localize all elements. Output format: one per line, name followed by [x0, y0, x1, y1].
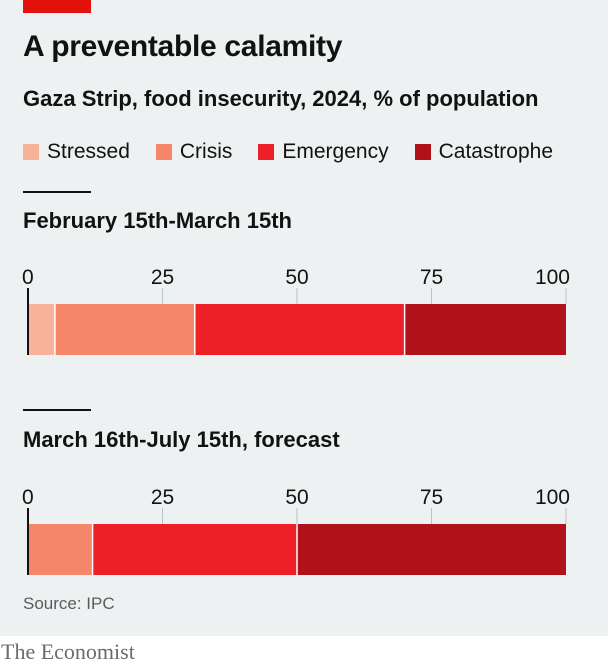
source-note: Source: IPC [23, 594, 115, 613]
legend-swatch-catastrophe [414, 144, 431, 160]
bar-segment-crisis [54, 304, 195, 355]
legend-label-emergency: Emergency [282, 140, 389, 163]
bar-segment-catastrophe [297, 524, 566, 575]
tick-label-50: 50 [285, 486, 308, 509]
legend-item-stressed: Stressed [23, 140, 130, 164]
section-rule-1 [23, 191, 91, 193]
bar-segment-catastrophe [404, 304, 566, 355]
tick-label-0: 0 [22, 266, 34, 289]
legend-swatch-emergency [258, 144, 275, 160]
section-title-2: March 16th-July 15th, forecast [23, 427, 340, 452]
tick-label-75: 75 [420, 266, 443, 289]
chart-title: A preventable calamity [23, 30, 343, 63]
legend-swatch-stressed [23, 144, 39, 160]
legend-item-catastrophe: Catastrophe [414, 140, 553, 164]
chart-panel: A preventable calamity Gaza Strip, food … [0, 0, 608, 636]
legend-label-catastrophe: Catastrophe [438, 140, 553, 163]
legend-item-emergency: Emergency [258, 140, 389, 164]
chart-subtitle: Gaza Strip, food insecurity, 2024, % of … [23, 86, 539, 111]
bar-segment-emergency [92, 524, 297, 575]
legend-item-crisis: Crisis [155, 140, 233, 164]
legend: Stressed Crisis Emergency Catastrophe [23, 138, 553, 166]
tick-label-0: 0 [22, 486, 34, 509]
stacked-bar-chart-1: 0 25 50 75 100 [22, 266, 570, 355]
tick-label-25: 25 [151, 486, 174, 509]
tick-label-50: 50 [285, 266, 308, 289]
bar-segment-emergency [194, 304, 405, 355]
red-tag [23, 0, 91, 13]
section-title-1: February 15th-March 15th [23, 208, 292, 233]
bar-segment-stressed [28, 304, 55, 355]
bar-segment-crisis [28, 524, 93, 575]
stacked-bar-chart-2: 0 25 50 75 100 [22, 486, 570, 575]
legend-label-crisis: Crisis [179, 140, 233, 163]
section-rule-2 [23, 409, 91, 411]
tick-label-100: 100 [535, 266, 570, 289]
tick-label-75: 75 [420, 486, 443, 509]
tick-label-100: 100 [535, 486, 570, 509]
brand-logo: The Economist [1, 639, 135, 664]
legend-label-stressed: Stressed [47, 140, 130, 163]
tick-label-25: 25 [151, 266, 174, 289]
legend-swatch-crisis [155, 144, 172, 160]
